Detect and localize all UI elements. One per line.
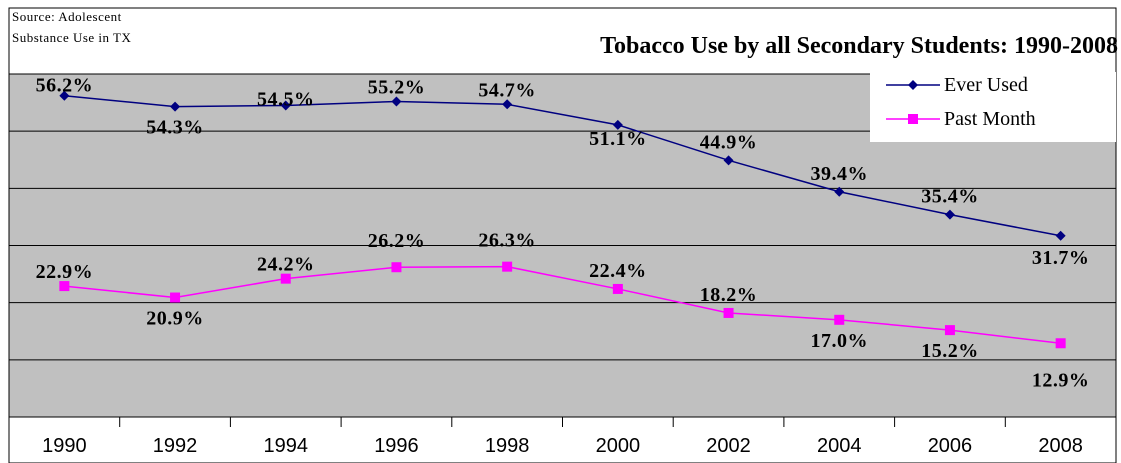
data-point-square: [834, 314, 845, 325]
chart-border: [8, 7, 1117, 463]
data-label-ever-used: 54.3%: [146, 117, 204, 139]
x-tick-label: 2006: [928, 435, 973, 457]
x-tick-label: 1994: [264, 435, 309, 457]
data-point-diamond: [502, 99, 513, 110]
data-label-ever-used: 54.7%: [478, 79, 536, 101]
data-point-square: [944, 325, 955, 336]
data-label-past-month: 24.2%: [257, 254, 315, 276]
data-label-ever-used: 35.4%: [921, 186, 979, 208]
series-line-past-month: [64, 265, 1061, 344]
data-point-diamond: [834, 186, 845, 197]
data-label-ever-used: 44.9%: [700, 131, 758, 153]
data-point-diamond: [944, 209, 955, 220]
legend-label-past-month: Past Month: [944, 108, 1036, 130]
series-line-ever-used: [64, 94, 1061, 237]
data-point-diamond: [391, 96, 402, 107]
data-label-ever-used: 39.4%: [811, 163, 869, 185]
legend-diamond-marker: [908, 80, 918, 90]
data-label-past-month: 22.4%: [589, 260, 647, 282]
data-labels: 56.2% 54.3% 54.5% 55.2% 54.7% 51.1% 44.9% 39.4%…: [36, 75, 1090, 392]
x-tick-label: 2004: [817, 435, 862, 457]
x-tick-label: 2002: [706, 435, 751, 457]
data-point-square: [612, 283, 623, 294]
data-label-ever-used: 55.2%: [368, 76, 426, 98]
source-note-line-1: Source: Adolescent: [12, 9, 122, 24]
data-point-square: [170, 292, 181, 303]
data-point-diamond: [1055, 230, 1066, 241]
x-tick-label: 2000: [596, 435, 641, 457]
data-point-diamond: [170, 101, 181, 112]
series-layer: [59, 90, 1066, 349]
data-point-diamond: [612, 119, 623, 130]
legend-label-ever-used: Ever Used: [944, 74, 1028, 96]
legend-square-marker: [908, 114, 918, 124]
data-label-ever-used: 31.7%: [1032, 247, 1090, 269]
data-label-ever-used: 51.1%: [589, 128, 647, 150]
data-point-diamond: [723, 155, 734, 166]
x-axis: 1990 1992 1994 1996 1998 2000 2002 2004 2006 2008: [42, 417, 1083, 457]
data-point-square: [391, 262, 402, 273]
data-point-square: [1055, 338, 1066, 349]
data-label-ever-used: 54.5%: [257, 88, 315, 110]
x-tick-label: 1998: [485, 435, 530, 457]
data-label-past-month: 22.9%: [36, 261, 94, 283]
data-point-square: [723, 307, 734, 318]
data-point-square: [59, 281, 70, 292]
data-point-square: [280, 273, 291, 284]
data-label-past-month: 15.2%: [921, 340, 979, 362]
data-label-past-month: 26.3%: [478, 230, 536, 252]
x-tick-label: 1996: [374, 435, 419, 457]
data-point-diamond: [280, 100, 291, 111]
data-label-past-month: 18.2%: [700, 284, 758, 306]
data-label-past-month: 17.0%: [811, 330, 869, 352]
data-label-ever-used: 56.2%: [36, 75, 94, 97]
data-label-past-month: 20.9%: [146, 308, 204, 330]
chart-title: Tobacco Use by all Secondary Students: 1…: [600, 33, 1118, 59]
data-point-square: [502, 261, 513, 272]
x-tick-label: 2008: [1038, 435, 1083, 457]
x-tick-label: 1992: [153, 435, 198, 457]
source-note-line-2: Substance Use in TX: [12, 30, 131, 45]
data-point-diamond: [59, 90, 70, 101]
data-label-past-month: 12.9%: [1032, 369, 1090, 391]
data-label-past-month: 26.2%: [368, 230, 426, 252]
legend: Ever Used Past Month: [870, 72, 1116, 142]
x-tick-label: 1990: [42, 435, 87, 457]
